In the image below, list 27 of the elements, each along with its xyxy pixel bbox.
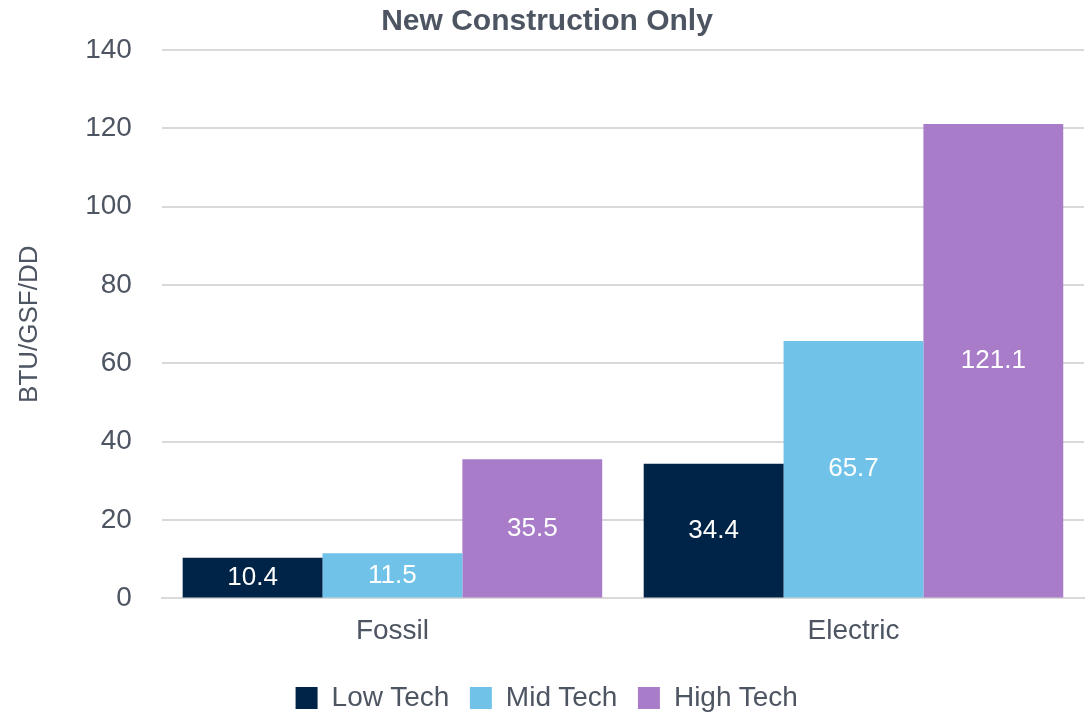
data-label: 65.7 bbox=[828, 452, 879, 483]
x-tick-label: Fossil bbox=[355, 613, 429, 645]
bar bbox=[182, 557, 323, 598]
y-tick-label: 20 bbox=[100, 502, 132, 534]
data-label: 34.4 bbox=[688, 513, 739, 544]
y-tick-label: 120 bbox=[85, 111, 132, 143]
legend-label: Low Tech bbox=[331, 680, 450, 712]
y-tick-label: 60 bbox=[100, 346, 132, 378]
data-label: 35.5 bbox=[506, 511, 558, 542]
bar bbox=[322, 553, 463, 598]
y-tick-label: 40 bbox=[100, 424, 132, 456]
bar bbox=[923, 124, 1064, 598]
data-label: 121.1 bbox=[960, 343, 1026, 374]
x-tick-label: Electric bbox=[807, 613, 900, 645]
y-tick-label: 0 bbox=[116, 581, 132, 613]
chart-title: New Construction Only bbox=[381, 3, 714, 37]
data-label: 10.4 bbox=[227, 560, 278, 591]
legend-label: Mid Tech bbox=[505, 680, 618, 712]
y-axis-title: BTU/GSF/DD bbox=[12, 245, 43, 403]
bar bbox=[783, 341, 924, 598]
data-label: 11.5 bbox=[368, 558, 417, 589]
y-tick-label: 100 bbox=[85, 189, 132, 221]
bar bbox=[643, 463, 784, 598]
y-tick-label: 140 bbox=[85, 32, 132, 64]
legend-label: High Tech bbox=[673, 680, 798, 712]
y-tick-label: 80 bbox=[100, 267, 132, 299]
bar bbox=[462, 459, 603, 598]
